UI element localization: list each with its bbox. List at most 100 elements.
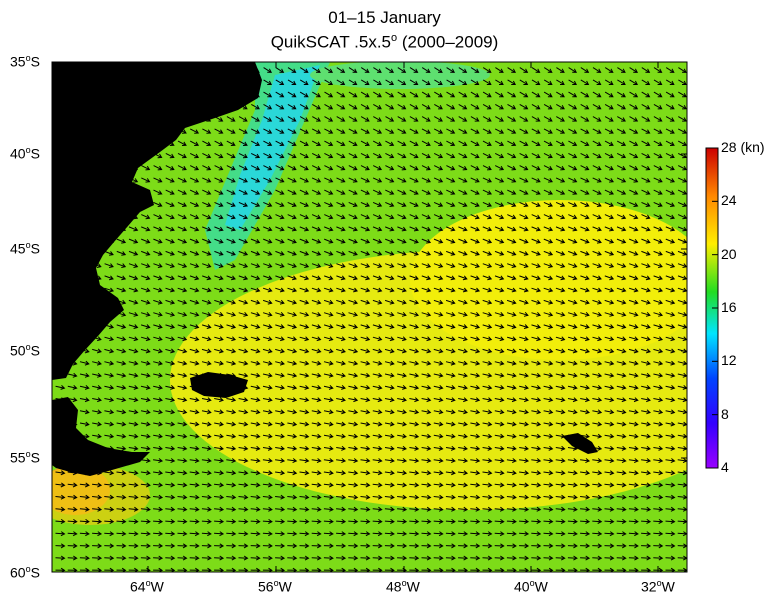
tierra-del-fuego — [52, 397, 150, 476]
wind-arrow — [141, 91, 151, 98]
wind-arrow — [397, 470, 408, 476]
wind-arrow — [311, 506, 322, 512]
wind-arrow — [409, 189, 419, 195]
wind-arrow — [494, 482, 505, 488]
wind-arrow — [494, 165, 505, 171]
wind-arrow — [397, 91, 407, 98]
wind-arrow — [348, 385, 359, 390]
colorbar-label-8: 8 — [721, 406, 729, 422]
wind-arrow — [165, 506, 176, 512]
wind-arrow — [55, 128, 65, 134]
wind-arrow — [604, 555, 615, 561]
wind-arrow — [421, 214, 431, 220]
wind-arrow — [190, 79, 199, 85]
wind-arrow — [567, 433, 578, 439]
wind-arrow — [287, 531, 298, 537]
wind-arrow — [531, 324, 542, 329]
wind-arrow — [55, 409, 66, 415]
wind-arrow — [263, 103, 273, 110]
wind-arrow — [79, 494, 90, 500]
wind-arrow — [604, 226, 615, 232]
wind-arrow — [360, 177, 370, 183]
wind-arrow — [531, 470, 542, 476]
wind-arrow — [238, 238, 249, 244]
wind-arrow — [79, 555, 90, 561]
wind-arrow — [336, 238, 346, 244]
wind-arrow — [177, 152, 187, 159]
wind-arrow — [311, 324, 322, 329]
wind-arrow — [348, 482, 359, 488]
wind-arrow — [262, 518, 273, 524]
wind-arrow — [311, 348, 322, 354]
wind-arrow — [348, 421, 359, 427]
wind-arrow — [165, 482, 176, 488]
wind-arrow — [580, 226, 590, 232]
wind-arrow — [494, 421, 505, 427]
wind-arrow — [641, 177, 651, 183]
wind-arrow — [531, 385, 542, 390]
wind-arrow — [55, 421, 66, 427]
wind-arrow — [153, 140, 163, 146]
wind-arrow — [628, 433, 639, 439]
wind-arrow — [506, 555, 517, 561]
wind-arrow — [494, 226, 505, 232]
wind-arrow — [592, 140, 602, 146]
wind-arrow — [311, 189, 322, 195]
wind-arrow — [336, 494, 347, 500]
wind-arrow — [628, 287, 639, 293]
wind-arrow — [458, 470, 469, 476]
wind-arrow — [567, 518, 578, 524]
wind-arrow — [299, 433, 310, 439]
wind-arrow — [80, 140, 90, 146]
wind-arrow — [494, 348, 505, 354]
wind-arrow — [214, 531, 225, 537]
wind-arrow — [104, 470, 115, 476]
wind-arrow — [348, 287, 359, 293]
wind-arrow — [360, 482, 371, 488]
wind-arrow — [226, 445, 237, 451]
wind-arrow — [506, 348, 517, 354]
wind-arrow — [55, 177, 65, 183]
wind-arrow — [104, 324, 115, 329]
wind-arrow — [580, 555, 591, 561]
wind-arrow — [336, 397, 346, 403]
wind-arrow — [470, 226, 480, 232]
wind-arrow — [555, 385, 566, 390]
wind-arrow — [128, 140, 139, 146]
wind-arrow — [506, 445, 517, 451]
wind-arrow — [372, 348, 383, 354]
wind-arrow — [360, 250, 371, 256]
wind-arrow — [250, 263, 261, 268]
wind-arrow — [543, 348, 554, 354]
wind-arrow — [421, 128, 431, 134]
wind-arrow — [616, 263, 627, 268]
wind-arrow — [299, 531, 310, 537]
wind-arrow — [592, 555, 603, 561]
wind-arrow — [262, 299, 273, 305]
wind-arrow — [275, 165, 285, 171]
wind-arrow — [470, 250, 480, 256]
wind-arrow — [641, 531, 652, 537]
wind-arrow — [360, 116, 370, 122]
wind-arrow — [628, 421, 639, 427]
wind-arrow — [214, 372, 224, 378]
wind-arrow — [629, 91, 639, 98]
wind-arrow — [165, 299, 176, 305]
wind-arrow — [153, 385, 163, 390]
wind-arrow — [311, 275, 322, 281]
wind-arrow — [92, 531, 103, 537]
wind-arrow — [189, 201, 200, 207]
wind-arrow — [519, 360, 529, 366]
wind-arrow — [311, 250, 322, 256]
wind-arrow — [67, 397, 78, 403]
wind-arrow — [458, 458, 469, 464]
wind-arrow — [397, 324, 407, 329]
wind-arrow — [385, 128, 395, 134]
wind-arrow — [494, 494, 505, 500]
wind-arrow — [116, 226, 127, 232]
wind-arrow — [592, 433, 603, 439]
wind-arrow — [433, 189, 444, 195]
wind-arrow — [421, 67, 431, 73]
wind-arrow — [79, 482, 90, 488]
wind-arrow — [275, 506, 286, 512]
